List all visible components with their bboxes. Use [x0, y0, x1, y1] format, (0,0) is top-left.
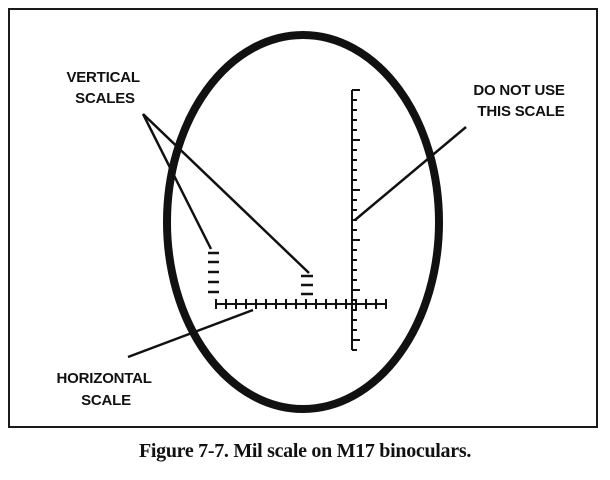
vertical-scale-center: [301, 274, 313, 296]
horizontal-scale: [215, 299, 387, 309]
leader-vertical-left: [141, 113, 213, 250]
figure-frame: [8, 8, 598, 428]
horizontal-scale-label: HORIZONTAL SCALE: [57, 370, 156, 409]
leader-do-not-use: [354, 126, 467, 221]
vertical-scales-label: VERTICAL SCALES: [66, 69, 143, 107]
leader-horizontal: [127, 308, 254, 359]
binocular-field-of-view: [163, 31, 443, 413]
vertical-scale-left: [208, 251, 219, 294]
leader-vertical-center: [142, 113, 310, 274]
vertical-reticle-scale-ticks: [352, 89, 360, 351]
do-not-use-label: DO NOT USE THIS SCALE: [473, 82, 568, 120]
figure-caption: Figure 7-7. Mil scale on M17 binoculars.: [138, 440, 472, 462]
leader-lines: [127, 113, 467, 359]
vertical-reticle-scale: [351, 89, 360, 351]
